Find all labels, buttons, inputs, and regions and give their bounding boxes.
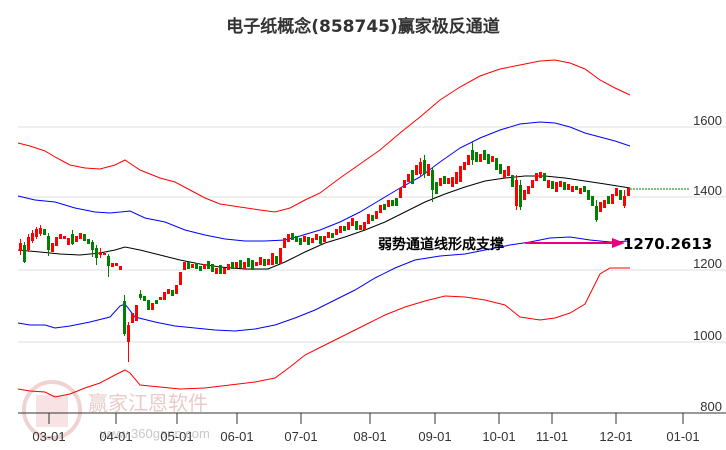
x-tick-07-01: 07-01 bbox=[284, 429, 317, 444]
outer-upper-band bbox=[17, 59, 631, 213]
x-axis: 03-01 04-01 05-01 06-01 07-01 08-01 09-0… bbox=[18, 412, 726, 444]
x-tick-09-01: 09-01 bbox=[418, 429, 451, 444]
y-tick-1200: 1200 bbox=[693, 256, 722, 271]
watermark: 赢家江恩软件 www.360gann.com bbox=[22, 380, 210, 441]
middle-line bbox=[17, 175, 631, 270]
y-axis: 1600 1400 1200 1000 800 bbox=[693, 113, 722, 414]
candles-may-june bbox=[187, 233, 298, 274]
x-tick-05-01: 05-01 bbox=[160, 429, 193, 444]
candles-march bbox=[19, 225, 122, 277]
outer-lower-band bbox=[17, 267, 630, 398]
y-tick-800: 800 bbox=[700, 399, 722, 414]
x-tick-10-01: 10-01 bbox=[482, 429, 515, 444]
watermark-url: www.360gann.com bbox=[99, 426, 210, 441]
x-tick-03-01: 03-01 bbox=[32, 429, 65, 444]
candles-sep-oct bbox=[423, 142, 538, 210]
candlesticks bbox=[19, 142, 630, 362]
grid-lines bbox=[18, 126, 726, 343]
x-tick-08-01: 08-01 bbox=[353, 429, 386, 444]
candles-april bbox=[123, 262, 186, 362]
candles-july-aug bbox=[299, 158, 422, 245]
y-tick-1600: 1600 bbox=[693, 113, 722, 128]
y-tick-1400: 1400 bbox=[693, 183, 722, 198]
annotation-label: 弱势通道线形成支撑 bbox=[378, 236, 504, 253]
x-tick-04-01: 04-01 bbox=[99, 429, 132, 444]
annotation-value: 1270.2613 bbox=[623, 235, 712, 253]
chart-title: 电子纸概念(858745)赢家极反通道 bbox=[226, 17, 500, 37]
x-tick-06-01: 06-01 bbox=[220, 429, 253, 444]
watermark-brand: 赢家江恩软件 bbox=[88, 391, 208, 415]
inner-lower-band bbox=[17, 236, 631, 332]
x-tick-01-01: 01-01 bbox=[666, 429, 699, 444]
x-tick-11-01: 11-01 bbox=[536, 429, 568, 444]
candles-nov-dec bbox=[539, 172, 630, 222]
inner-upper-band bbox=[17, 121, 631, 242]
x-tick-12-01: 12-01 bbox=[599, 429, 632, 444]
support-annotation: 弱势通道线形成支撑 1270.2613 bbox=[378, 235, 712, 253]
y-tick-1000: 1000 bbox=[693, 328, 722, 343]
